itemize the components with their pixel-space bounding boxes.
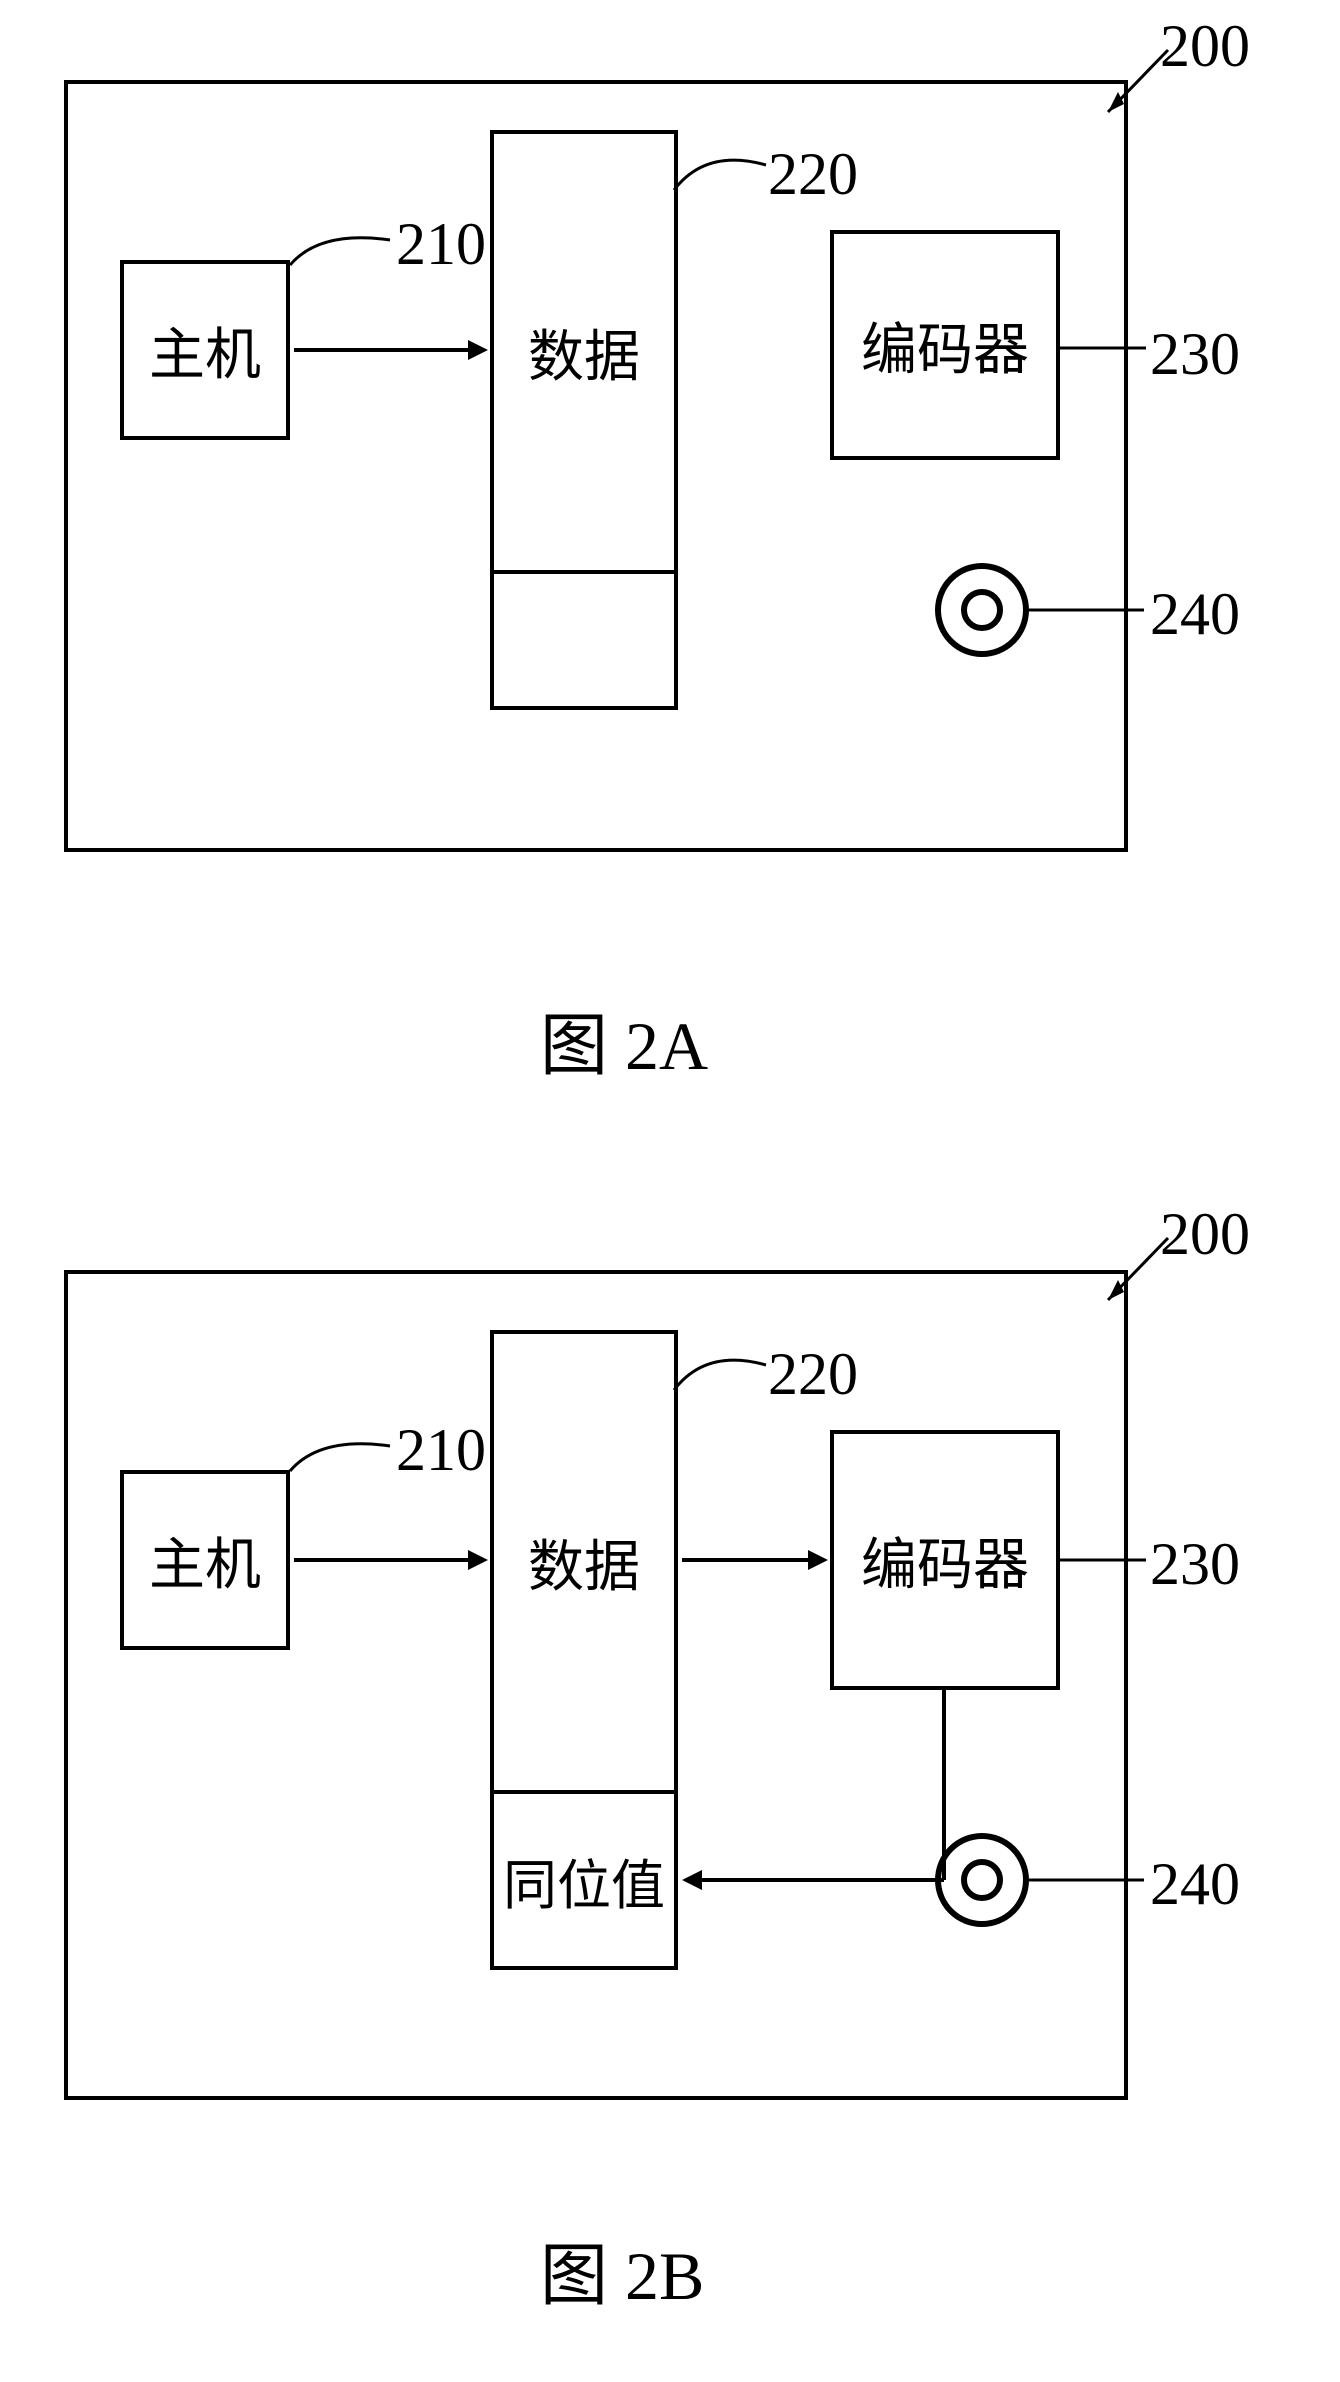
fig-a-encoder-box: 编码器	[830, 230, 1060, 460]
fig-a-host-leader	[280, 220, 400, 280]
fig-b-encoder-label: 编码器	[861, 1520, 1029, 1601]
fig-a-data-empty-cell	[490, 570, 678, 710]
fig-b-host-leader	[280, 1426, 400, 1486]
fig-b-parity-label: 同位值	[503, 1841, 665, 1920]
fig-b-disc-ref: 240	[1150, 1850, 1240, 1919]
fig-a-data-ref: 220	[768, 140, 858, 209]
fig-b-host-box: 主机	[120, 1470, 290, 1650]
fig-a-encoder-leader	[1056, 328, 1156, 368]
fig-b-parity-cell: 同位值	[490, 1790, 678, 1970]
fig-b-path-encoder-parity	[672, 1690, 972, 1910]
fig-a-encoder-ref: 230	[1150, 320, 1240, 389]
fig-a-data-leader	[666, 140, 776, 200]
fig-a-container-ref: 200	[1160, 12, 1250, 81]
fig-a-disc-ref: 240	[1150, 580, 1240, 649]
fig-a-arrow-host-data	[290, 330, 494, 370]
fig-a-caption: 图 2A	[540, 990, 708, 1089]
fig-b-caption: 图 2B	[540, 2220, 704, 2319]
fig-b-disc-leader	[1024, 1868, 1154, 1898]
fig-a-host-ref: 210	[396, 210, 486, 279]
fig-b-arrow-data-encoder	[678, 1540, 834, 1580]
fig-b-host-label: 主机	[149, 1520, 261, 1601]
fig-b-container-ref: 200	[1160, 1200, 1250, 1269]
fig-b-data-cell: 数据	[490, 1330, 678, 1794]
fig-a-data-cell: 数据	[490, 130, 678, 574]
fig-b-arrow-host-data	[290, 1540, 494, 1580]
fig-b-encoder-leader	[1056, 1540, 1156, 1580]
fig-b-host-ref: 210	[396, 1416, 486, 1485]
fig-b-encoder-box: 编码器	[830, 1430, 1060, 1690]
fig-a-data-label: 数据	[528, 312, 640, 393]
fig-b-encoder-ref: 230	[1150, 1530, 1240, 1599]
fig-b-data-block: 数据 同位值	[490, 1330, 678, 1970]
fig-a-encoder-label: 编码器	[861, 305, 1029, 386]
fig-a-disc-leader	[1024, 598, 1154, 628]
page-root: 200 主机 210 数据 220 编码器 230 240 图 2A	[0, 0, 1340, 2382]
fig-a-disc-icon	[932, 560, 1032, 660]
fig-b-data-ref: 220	[768, 1340, 858, 1409]
fig-a-host-box: 主机	[120, 260, 290, 440]
fig-a-data-block: 数据	[490, 130, 678, 710]
fig-b-data-label: 数据	[528, 1522, 640, 1603]
fig-b-data-leader	[666, 1340, 776, 1400]
fig-a-host-label: 主机	[149, 310, 261, 391]
